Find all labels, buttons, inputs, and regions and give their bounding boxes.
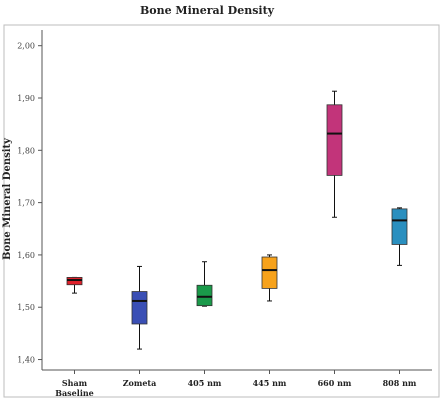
boxes <box>66 90 408 350</box>
iqr-box <box>196 284 213 307</box>
iqr-box <box>261 256 278 289</box>
iqr-box <box>326 104 343 176</box>
axes: 1,40 1,50 1,60 1,70 1,80 1,90 2,00 ShamBaseline… <box>17 30 432 398</box>
x-category-label: Sham <box>62 378 88 388</box>
chart-title: Bone Mineral Density <box>140 4 275 17</box>
y-tick-label: 2,00 <box>17 42 35 51</box>
x-category-label: 405 nm <box>188 378 222 388</box>
iqr-box <box>391 208 408 245</box>
box-808-nm <box>391 207 408 266</box>
box-660-nm <box>326 90 343 218</box>
x-category-label: Zometa <box>123 378 157 388</box>
chart-frame <box>3 24 440 398</box>
y-tick-label: 1,60 <box>17 251 35 260</box>
box-445-nm <box>261 254 278 302</box>
y-axis-label: Bone Mineral Density <box>2 137 13 260</box>
y-tick-label: 1,40 <box>17 356 35 365</box>
iqr-box <box>131 291 148 325</box>
y-tick-label: 1,90 <box>17 94 35 103</box>
x-category-label: Baseline <box>55 388 94 398</box>
y-tick-label: 1,70 <box>17 199 35 208</box>
x-category-label: 660 nm <box>318 378 352 388</box>
y-tick-label: 1,80 <box>17 146 35 155</box>
x-category-label: 445 nm <box>253 378 287 388</box>
box-zometa <box>131 265 148 350</box>
x-category-label: 808 nm <box>383 378 417 388</box>
box-sham-baseline <box>66 276 83 294</box>
box-405-nm <box>196 261 213 307</box>
iqr-box <box>66 277 83 286</box>
y-tick-label: 1,50 <box>17 303 35 312</box>
